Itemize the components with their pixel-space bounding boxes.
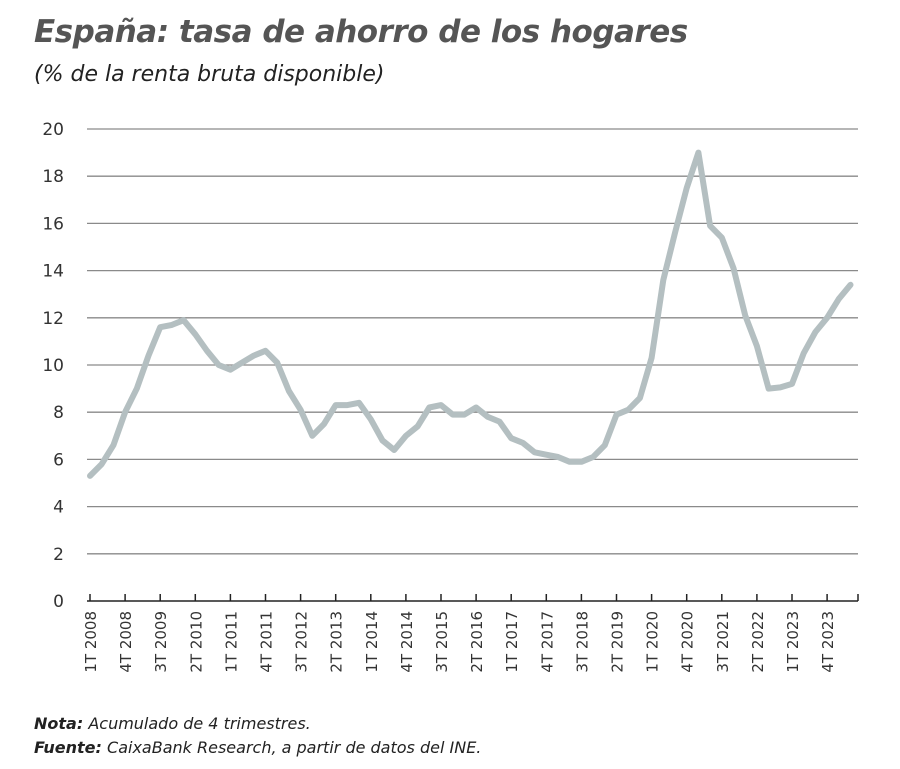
x-tick-label: 3T 2021 — [714, 611, 732, 673]
x-tick-label: 4T 2014 — [398, 611, 416, 673]
x-tick-label: 4T 2017 — [538, 611, 556, 673]
y-tick-label: 6 — [53, 450, 64, 470]
x-tick-label: 2T 2019 — [609, 611, 627, 673]
x-tick-label: 2T 2010 — [187, 611, 205, 673]
line-chart: 0 2 4 6 8 10 12 14 16 18 20 1T 2008 4T 2008 3T 2009 2T… — [42, 120, 859, 673]
x-tick-label: 3T 2015 — [433, 611, 451, 673]
source: Fuente: CaixaBank Research, a partir de … — [34, 738, 481, 757]
source-text: CaixaBank Research, a partir de datos de… — [101, 738, 482, 757]
note: Nota: Acumulado de 4 trimestres. — [34, 714, 311, 733]
x-tick-label: 3T 2012 — [293, 611, 311, 673]
series-line — [87, 149, 854, 479]
x-tick-label: 1T 2020 — [644, 611, 662, 673]
y-tick-label: 8 — [53, 403, 64, 423]
y-tick-label: 2 — [53, 545, 64, 565]
y-tick-label: 4 — [53, 498, 64, 518]
x-tick-label: 1T 2014 — [363, 611, 381, 673]
x-tick-label: 1T 2017 — [503, 611, 521, 673]
x-tick-label: 4T 2008 — [117, 611, 135, 673]
x-tick-label: 1T 2008 — [82, 611, 100, 673]
x-tick-label: 4T 2020 — [679, 611, 697, 673]
y-tick-label: 0 — [53, 592, 64, 612]
x-tick-label: 2T 2016 — [468, 611, 486, 673]
y-tick-label: 14 — [42, 262, 64, 282]
x-tick-label: 4T 2011 — [258, 611, 276, 673]
y-tick-label: 12 — [42, 309, 64, 329]
note-text: Acumulado de 4 trimestres. — [83, 714, 311, 733]
x-tick-label: 2T 2022 — [749, 611, 767, 673]
source-label: Fuente: — [34, 738, 102, 757]
x-tick-label: 1T 2023 — [784, 611, 802, 673]
note-label: Nota: — [34, 714, 84, 733]
y-tick-label: 16 — [42, 214, 64, 234]
y-tick-label: 10 — [42, 356, 64, 376]
chart-title: España: tasa de ahorro de los hogares — [34, 14, 688, 50]
y-tick-label: 18 — [42, 167, 64, 187]
x-tick-label: 4T 2023 — [819, 611, 837, 673]
x-tick-label: 1T 2011 — [222, 611, 240, 673]
x-tick-label: 2T 2013 — [328, 611, 346, 673]
x-tick-label: 3T 2018 — [573, 611, 591, 673]
y-tick-label: 20 — [42, 120, 64, 140]
chart-subtitle: (% de la renta bruta disponible) — [34, 62, 385, 87]
x-tick-label: 3T 2009 — [152, 611, 170, 673]
